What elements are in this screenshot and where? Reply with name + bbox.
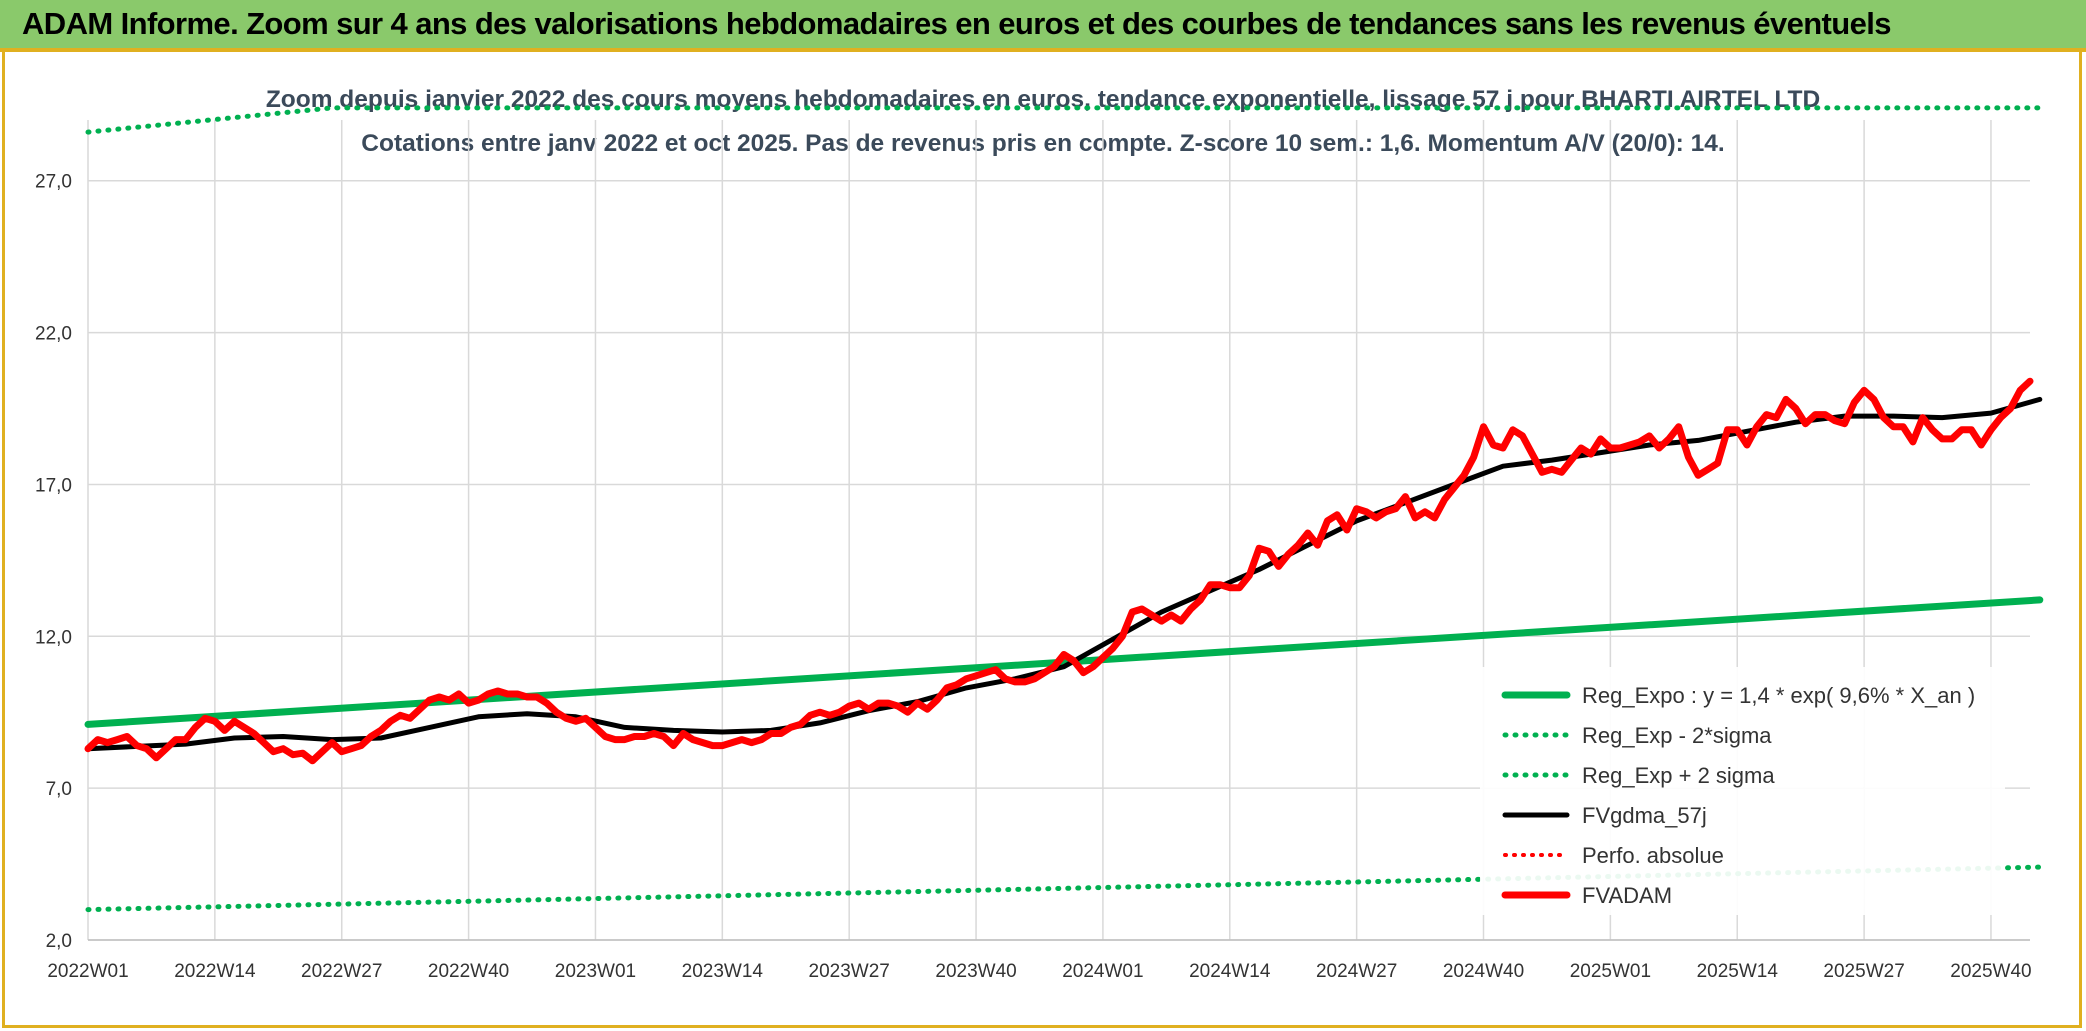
- x-tick-label: 2022W27: [301, 961, 382, 982]
- grid: [87, 120, 2030, 941]
- y-tick-label: 12,0: [35, 627, 72, 648]
- y-tick-label: 27,0: [35, 172, 72, 193]
- x-tick-label: 2025W40: [1950, 961, 2031, 982]
- x-tick-label: 2023W01: [555, 961, 636, 982]
- report-title: ADAM Informe. Zoom sur 4 ans des valoris…: [22, 6, 1892, 41]
- x-tick-label: 2025W01: [1570, 961, 1651, 982]
- x-tick-label: 2024W01: [1062, 961, 1143, 982]
- series-layer: [84, 105, 2044, 913]
- x-tick-label: 2023W27: [809, 961, 890, 982]
- legend: Reg_Expo : y = 1,4 * exp( 9,6% * X_an ) R…: [1480, 667, 2005, 915]
- series-line-2: [85, 105, 2043, 135]
- legend-label: Reg_Exp + 2 sigma: [1582, 763, 1775, 788]
- x-tick-label: 2024W27: [1316, 961, 1397, 982]
- x-tick-label: 2022W40: [428, 961, 509, 982]
- legend-label: FVADAM: [1582, 883, 1672, 908]
- x-tick-label: 2022W01: [47, 961, 128, 982]
- y-tick-label: 17,0: [35, 475, 72, 496]
- x-tick-label: 2025W27: [1823, 961, 1904, 982]
- x-tick-label: 2022W14: [174, 961, 256, 982]
- chart-frame: [2, 52, 2082, 1028]
- chart-title-line2: Cotations entre janv 2022 et oct 2025. P…: [361, 130, 1724, 157]
- legend-label: FVgdma_57j: [1582, 803, 1707, 828]
- x-tick-label: 2023W14: [682, 961, 764, 982]
- x-tick-label: 2024W14: [1189, 961, 1271, 982]
- series-line-5: [84, 377, 2034, 765]
- x-axis: 2022W01 2022W14 2022W27 2022W40 2023W01 2023W…: [47, 961, 2031, 982]
- legend-label: Reg_Exp - 2*sigma: [1582, 723, 1772, 748]
- series-line-0: [84, 596, 2044, 728]
- x-tick-label: 2024W40: [1443, 961, 1524, 982]
- x-tick-label: 2023W40: [935, 961, 1016, 982]
- y-tick-label: 2,0: [46, 931, 72, 952]
- y-tick-label: 7,0: [46, 779, 72, 800]
- legend-label: Reg_Expo : y = 1,4 * exp( 9,6% * X_an ): [1582, 683, 1975, 708]
- legend-label: Perfo. absolue: [1582, 843, 1724, 868]
- y-axis: 2,0 7,0 12,0 17,0 22,0 27,0: [35, 172, 72, 952]
- report-header: ADAM Informe. Zoom sur 4 ans des valoris…: [0, 0, 2086, 52]
- y-tick-label: 22,0: [35, 324, 72, 345]
- x-tick-label: 2025W14: [1697, 961, 1779, 982]
- legend-box: [1480, 667, 2005, 915]
